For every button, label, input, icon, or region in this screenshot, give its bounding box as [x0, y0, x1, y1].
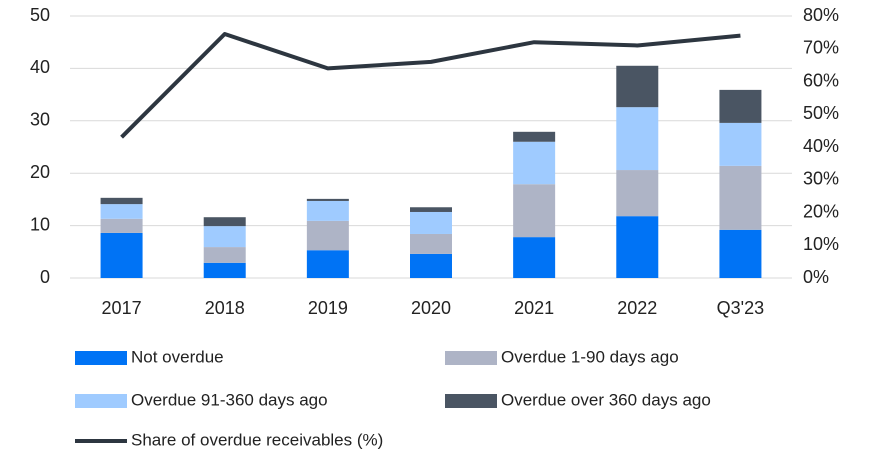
bar-segment	[100, 204, 143, 219]
bar-segment	[100, 197, 143, 205]
y-tick-label: 0	[40, 267, 50, 287]
bar-segment	[306, 250, 349, 278]
bar-segment	[410, 211, 452, 234]
bar-segment	[513, 131, 556, 142]
y2-tick-label: 40%	[803, 136, 839, 156]
bar-segment	[100, 232, 143, 278]
y2-tick-label: 50%	[803, 103, 839, 123]
y2-tick-label: 20%	[803, 201, 839, 221]
bar-segment	[306, 198, 349, 201]
bar-segment	[100, 218, 143, 233]
bar-segment	[719, 165, 762, 230]
bar-segment	[513, 141, 556, 185]
line-series	[120, 32, 741, 139]
legend-label: Overdue 1-90 days ago	[501, 347, 679, 366]
bar-segment	[719, 122, 762, 166]
legend-label: Not overdue	[131, 347, 224, 366]
bar-segment	[306, 220, 349, 251]
legend-label: Share of overdue receivables (%)	[131, 430, 383, 449]
x-tick-label: 2018	[205, 298, 245, 318]
y2-tick-label: 70%	[803, 38, 839, 58]
y2-tick-label: 80%	[803, 5, 839, 25]
legend-swatch	[75, 394, 127, 408]
y-tick-label: 30	[30, 110, 50, 130]
bar-segment	[203, 262, 246, 278]
y-tick-label: 20	[30, 162, 50, 182]
x-tick-label: Q3'23	[717, 298, 764, 318]
bar-segment	[410, 233, 452, 254]
x-tick-label: 2019	[308, 298, 348, 318]
y-tick-label: 50	[30, 5, 50, 25]
bar-segment	[203, 217, 246, 227]
y-tick-label: 40	[30, 57, 50, 77]
bar-segment	[513, 184, 556, 238]
bar-segment	[616, 170, 659, 217]
bar-segment	[203, 226, 246, 248]
x-tick-label: 2020	[411, 298, 451, 318]
legend-label: Overdue over 360 days ago	[501, 390, 711, 409]
y2-tick-label: 60%	[803, 70, 839, 90]
bar-segment	[410, 253, 452, 278]
bar-segment	[203, 247, 246, 263]
bar-segment	[719, 89, 762, 123]
bar-segment	[616, 216, 659, 278]
bar-segment	[719, 229, 762, 278]
legend-label: Overdue 91-360 days ago	[131, 390, 328, 409]
legend-swatch	[445, 394, 497, 408]
bar-segment	[306, 200, 349, 221]
y2-tick-label: 0%	[803, 267, 829, 287]
x-tick-label: 2022	[617, 298, 657, 318]
y-tick-label: 10	[30, 214, 50, 234]
bar-segment	[616, 107, 659, 171]
bar-segment	[616, 65, 659, 108]
bar-segment	[410, 207, 452, 212]
bar-segment	[513, 237, 556, 278]
x-tick-label: 2021	[514, 298, 554, 318]
legend-swatch	[75, 351, 127, 365]
y2-tick-label: 30%	[803, 169, 839, 189]
x-tick-label: 2017	[102, 298, 142, 318]
legend-swatch	[445, 351, 497, 365]
y2-tick-label: 10%	[803, 234, 839, 254]
